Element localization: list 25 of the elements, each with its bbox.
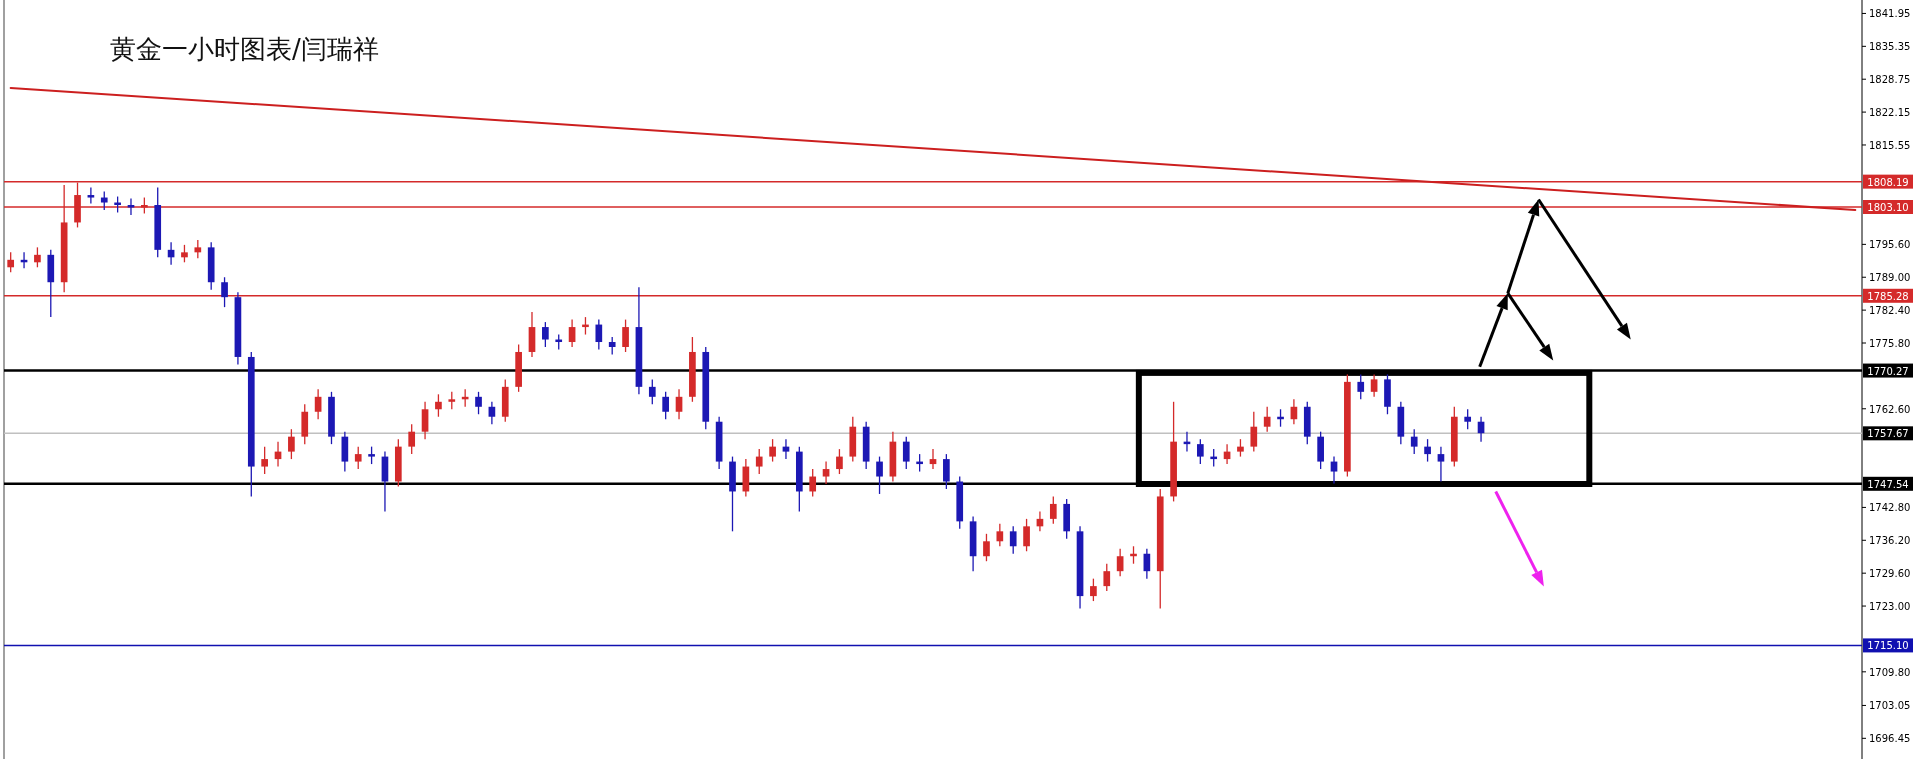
- ref-line-label: 1747.54: [1867, 478, 1909, 490]
- ref-line-label: 1770.27: [1867, 365, 1909, 377]
- y-tick-label: 1822.15: [1869, 107, 1911, 119]
- text: 黄金一小时图表/闫瑞祥: [110, 34, 379, 64]
- y-tick-label: 1782.40: [1869, 305, 1911, 317]
- y-tick-label: 1696.45: [1869, 733, 1911, 745]
- y-tick-label: 1835.35: [1869, 41, 1911, 53]
- y-tick-label: 1795.60: [1869, 239, 1911, 251]
- y-tick-label: 1815.55: [1869, 139, 1911, 151]
- y-tick-label: 1703.05: [1869, 700, 1911, 712]
- ref-line-label: 1715.10: [1867, 640, 1909, 652]
- ref-line-label: 1785.28: [1867, 290, 1909, 302]
- y-tick-label: 1789.00: [1869, 272, 1911, 284]
- y-tick-label: 1762.60: [1869, 403, 1911, 415]
- y-tick-label: 1775.80: [1869, 338, 1911, 350]
- y-tick-label: 1828.75: [1869, 74, 1911, 86]
- ref-line-label: 1757.67: [1867, 428, 1909, 440]
- ref-line-label: 1808.19: [1867, 176, 1909, 188]
- ref-line-label: 1803.10: [1867, 202, 1909, 213]
- y-tick-label: 1736.20: [1869, 535, 1911, 547]
- y-tick-label: 1709.80: [1869, 666, 1911, 678]
- y-tick-label: 1742.80: [1869, 502, 1911, 514]
- y-tick-label: 1729.60: [1869, 568, 1911, 580]
- y-tick-label: 1723.00: [1869, 601, 1911, 613]
- y-tick-label: 1841.95: [1869, 8, 1911, 20]
